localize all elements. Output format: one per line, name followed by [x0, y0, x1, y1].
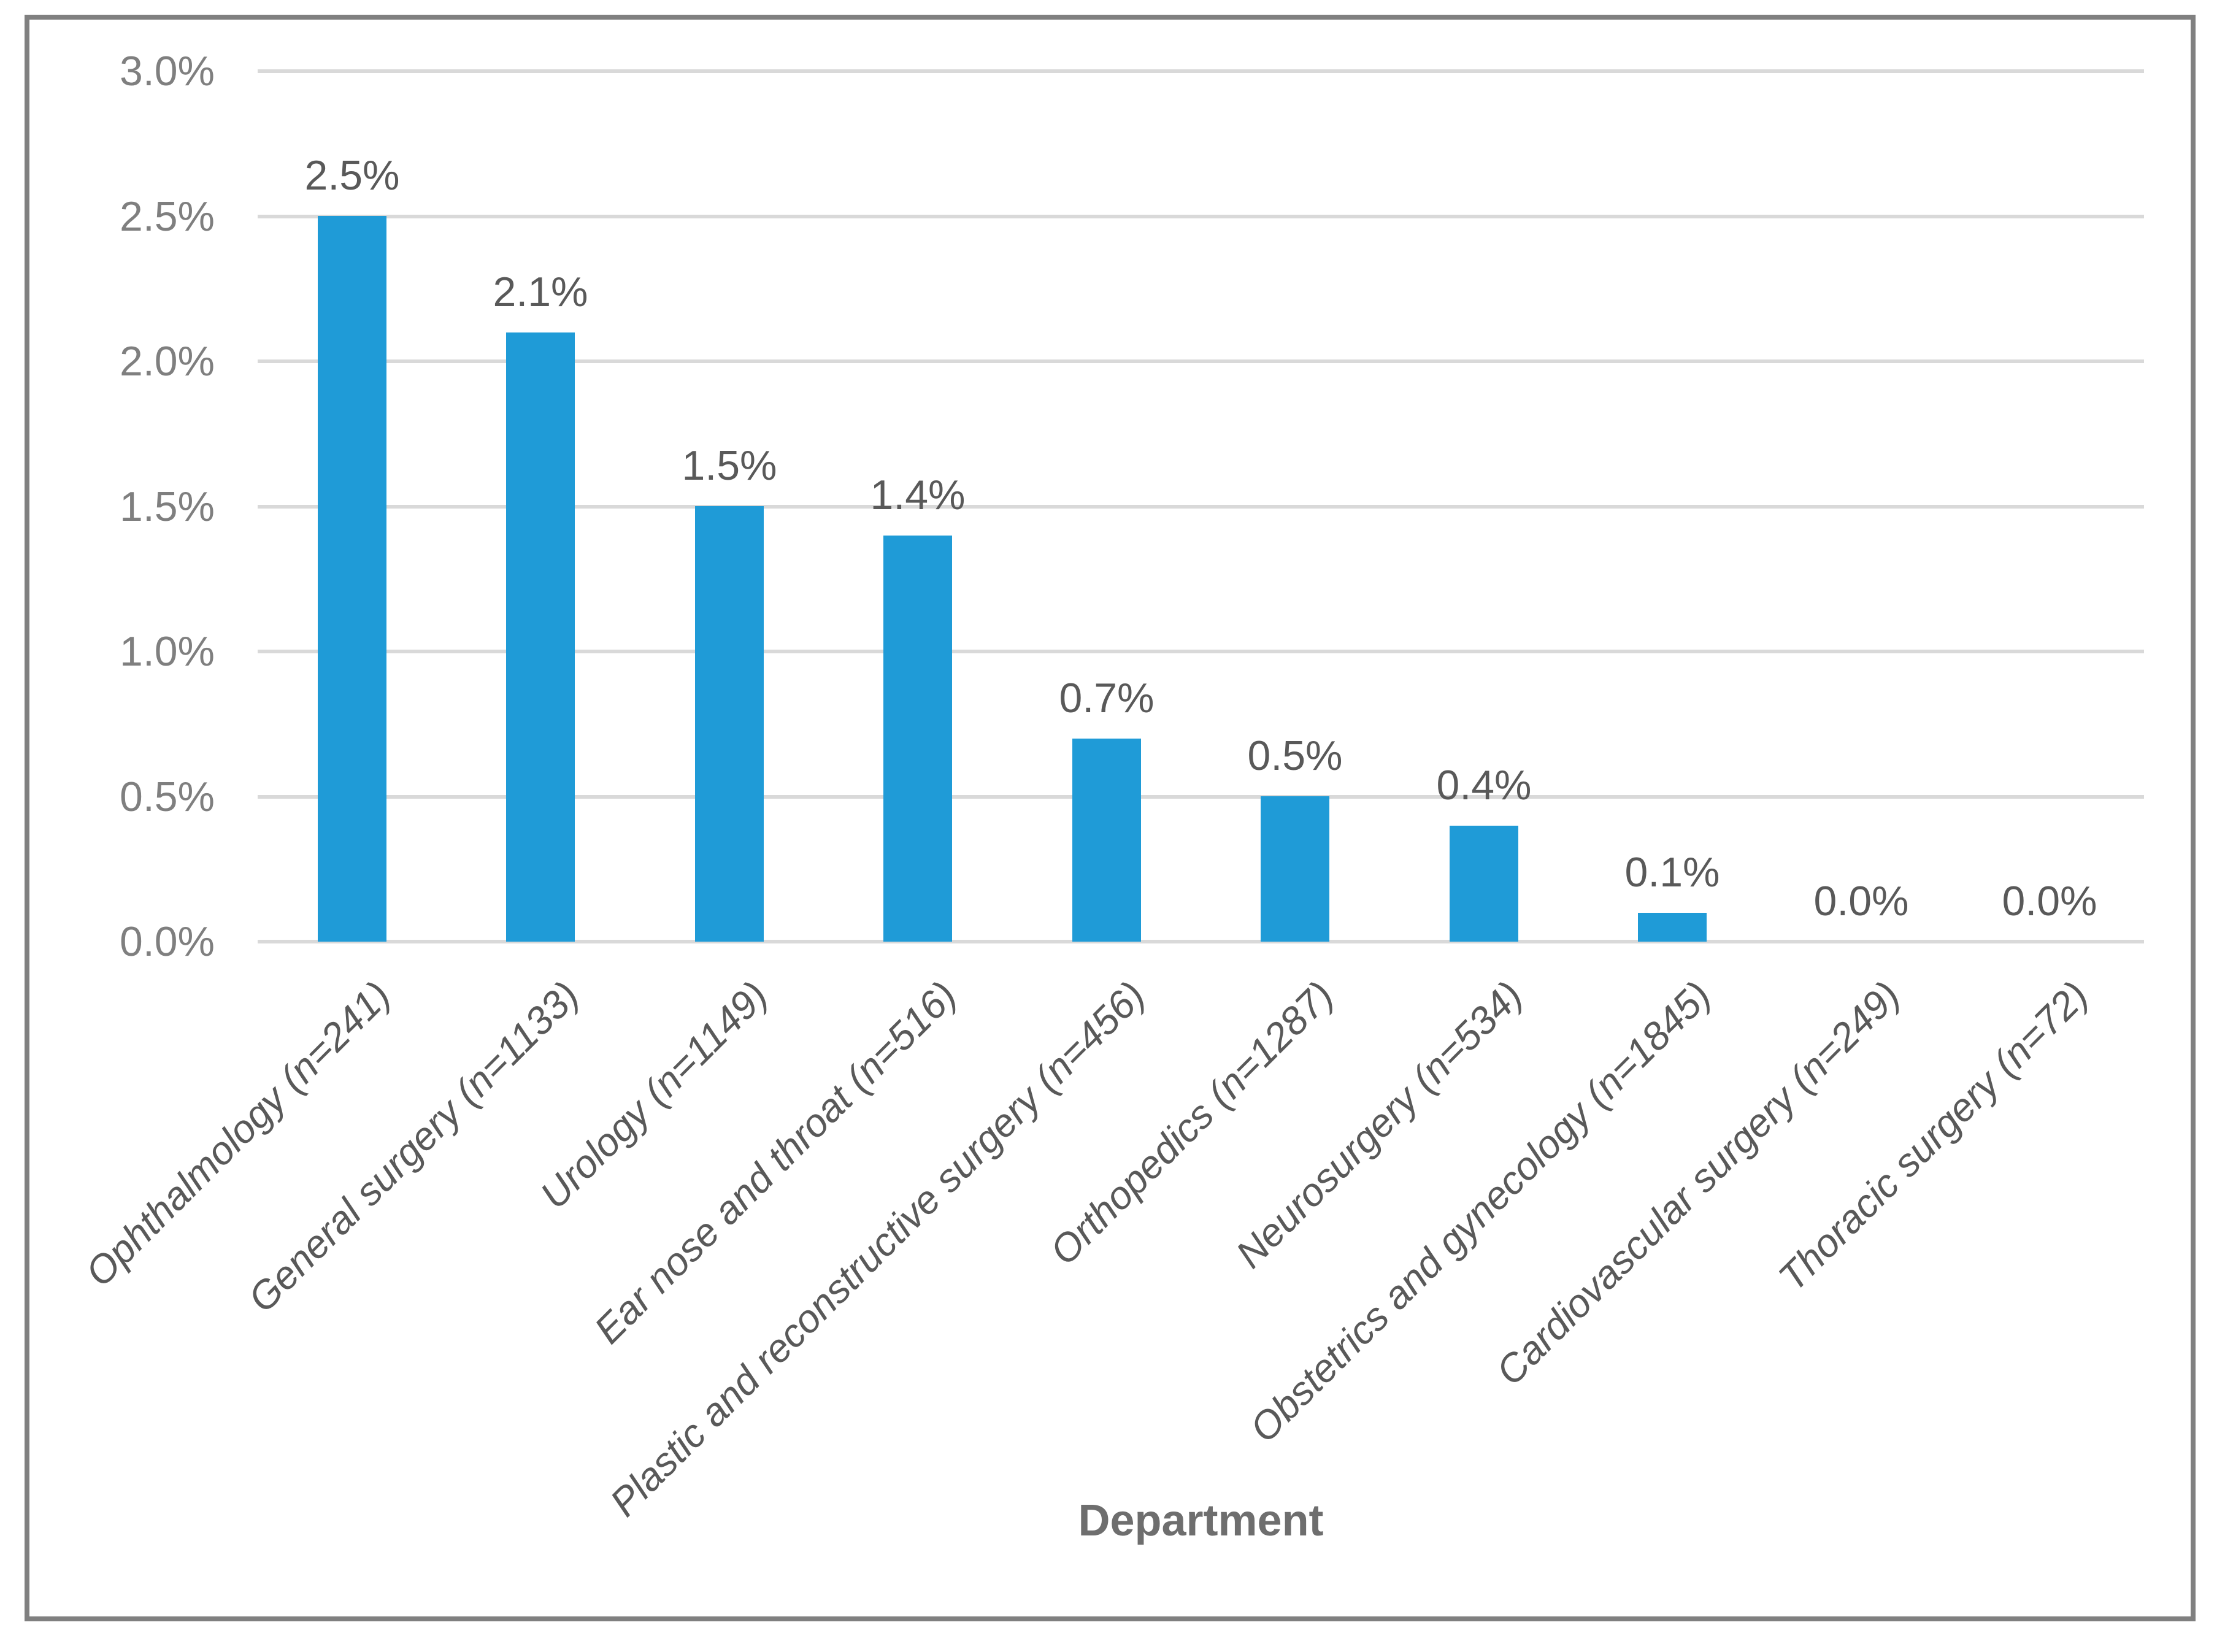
bar — [506, 332, 575, 942]
y-axis-tick-label: 2.0% — [120, 338, 215, 385]
y-axis-tick-label: 1.5% — [120, 483, 215, 530]
bar — [1638, 913, 1707, 942]
y-axis-tick-label: 3.0% — [120, 48, 215, 94]
bar-value-label: 1.4% — [870, 472, 966, 518]
gridline — [258, 794, 2144, 799]
bar-value-label: 0.4% — [1436, 762, 1532, 809]
bar-value-label: 2.1% — [493, 269, 588, 315]
gridline — [258, 359, 2144, 363]
bar-value-label: 0.7% — [1059, 675, 1155, 721]
bar — [883, 536, 952, 942]
gridline — [258, 69, 2144, 73]
y-axis-tick-label: 0.5% — [120, 773, 215, 820]
gridline — [258, 504, 2144, 509]
gridline — [258, 214, 2144, 218]
bar — [1450, 826, 1518, 942]
bar-value-label: 1.5% — [682, 442, 777, 489]
bar-value-label: 0.0% — [2002, 878, 2097, 924]
y-axis-tick-label: 1.0% — [120, 628, 215, 675]
bar — [695, 506, 764, 942]
bar — [1072, 739, 1141, 942]
gridline — [258, 940, 2144, 943]
bar-value-label: 2.5% — [304, 152, 400, 199]
bar-value-label: 0.5% — [1247, 732, 1343, 779]
bar — [318, 216, 386, 942]
y-axis-tick-label: 0.0% — [120, 918, 215, 965]
bar-value-label: 0.1% — [1624, 849, 1720, 896]
gridline — [258, 650, 2144, 653]
x-axis-title: Department — [1078, 1496, 1324, 1545]
bar — [1261, 796, 1329, 942]
y-axis-tick-label: 2.5% — [120, 193, 215, 240]
bar-value-label: 0.0% — [1813, 878, 1909, 924]
